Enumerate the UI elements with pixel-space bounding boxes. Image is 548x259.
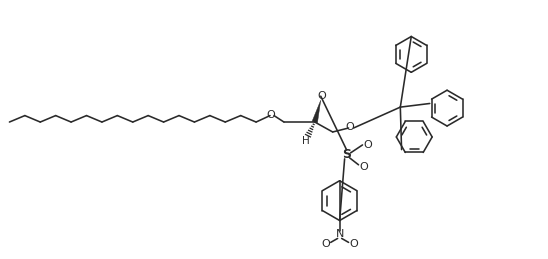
Text: O: O	[345, 122, 354, 132]
Text: N: N	[335, 229, 344, 239]
Text: O: O	[349, 239, 358, 249]
Text: O: O	[267, 110, 276, 120]
Text: O: O	[363, 140, 372, 150]
Text: O: O	[321, 239, 330, 249]
Text: O: O	[317, 91, 326, 101]
Text: H: H	[302, 136, 310, 146]
Polygon shape	[312, 100, 321, 123]
Text: S: S	[342, 148, 351, 161]
Text: O: O	[359, 162, 368, 172]
